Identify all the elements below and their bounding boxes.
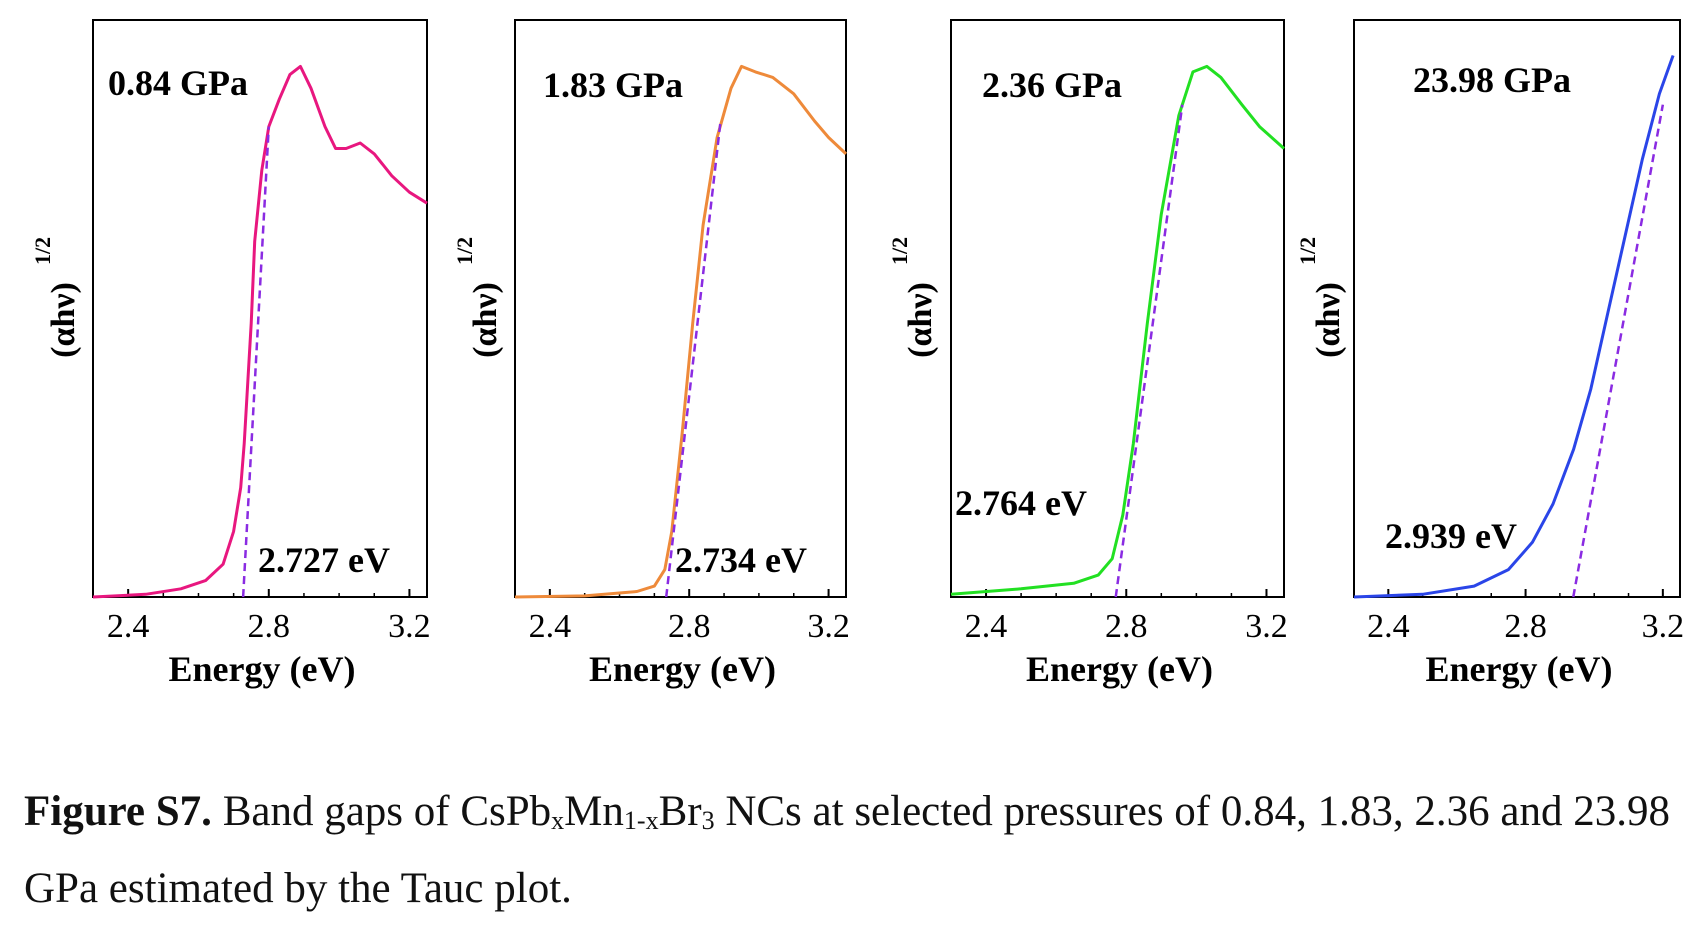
- x-tick-label: 2.4: [529, 608, 572, 645]
- y-axis-label-superscript: 1/2: [452, 237, 477, 265]
- y-axis-label: (αhν): [1310, 282, 1347, 358]
- y-axis-label-superscript: 1/2: [30, 237, 55, 265]
- plot-frame-4: [1353, 19, 1681, 598]
- plot-frame-1: [92, 19, 428, 598]
- absorption-curve-2: [514, 64, 848, 599]
- absorption-curve-4: [1353, 54, 1675, 599]
- plot-frame-3: [950, 19, 1285, 598]
- caption-label: Figure S7.: [24, 788, 212, 835]
- x-axis-label: Energy (eV): [169, 649, 356, 689]
- band-gap-label: 2.734 eV: [675, 540, 807, 580]
- x-tick-label: 2.8: [1504, 608, 1547, 645]
- absorption-curve-3: [950, 64, 1285, 596]
- x-tick-label: 3.2: [807, 608, 850, 645]
- tauc-fit-line-3: [1114, 104, 1184, 598]
- x-tick-label: 2.8: [668, 608, 711, 645]
- x-axis-label: Energy (eV): [589, 649, 776, 689]
- x-tick-label: 3.2: [1245, 608, 1288, 645]
- x-axis-label: Energy (eV): [1026, 649, 1213, 689]
- y-axis-label-superscript: 1/2: [887, 237, 912, 265]
- x-tick-label: 2.4: [965, 608, 1008, 645]
- figure-caption: Figure S7. Band gaps of CsPbxMn1-xBr3 NC…: [24, 778, 1684, 923]
- caption-text: Band gaps of CsPb: [211, 788, 552, 835]
- tauc-fit-line-2: [664, 120, 722, 598]
- caption-subscript: 3: [701, 806, 715, 835]
- x-tick-label: 2.8: [248, 608, 291, 645]
- caption-subscript: 1-x: [623, 806, 659, 835]
- band-gap-label: 2.764 eV: [955, 483, 1087, 523]
- x-tick-label: 3.2: [388, 608, 431, 645]
- y-axis-label: (αhν): [467, 282, 504, 358]
- pressure-annotation: 1.83 GPa: [543, 65, 683, 105]
- pressure-annotation: 2.36 GPa: [982, 65, 1122, 105]
- pressure-annotation: 0.84 GPa: [108, 63, 248, 103]
- absorption-curve-1: [92, 64, 428, 599]
- band-gap-label: 2.939 eV: [1385, 516, 1517, 556]
- tauc-fit-line-4: [1572, 104, 1665, 598]
- y-axis-label: (αhν): [45, 282, 82, 358]
- x-tick-label: 2.4: [107, 608, 150, 645]
- pressure-annotation: 23.98 GPa: [1413, 60, 1571, 100]
- plot-frame-2: [514, 19, 847, 598]
- band-gap-label: 2.727 eV: [258, 540, 390, 580]
- x-tick-label: 3.2: [1642, 608, 1685, 645]
- x-tick-label: 2.4: [1367, 608, 1410, 645]
- tauc-fit-line-1: [241, 126, 271, 598]
- caption-text: Br: [658, 788, 702, 835]
- x-tick-label: 2.8: [1105, 608, 1148, 645]
- caption-text: Mn: [564, 788, 624, 835]
- x-axis-label: Energy (eV): [1426, 649, 1613, 689]
- y-axis-label-superscript: 1/2: [1295, 237, 1320, 265]
- caption-text: NCs at selected pressures of 0.84, 1.83,…: [24, 788, 1670, 912]
- y-axis-label: (αhν): [902, 282, 939, 358]
- caption-subscript: x: [551, 806, 565, 835]
